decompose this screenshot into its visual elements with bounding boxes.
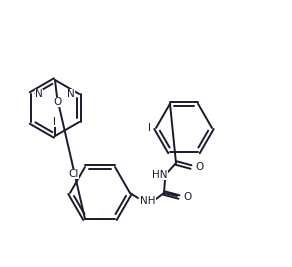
Text: NH: NH	[140, 196, 156, 206]
Text: N: N	[67, 89, 75, 99]
Text: O: O	[195, 162, 203, 172]
Text: O: O	[54, 97, 62, 107]
Text: Cl: Cl	[69, 169, 79, 179]
Text: I: I	[148, 123, 151, 133]
Text: I: I	[53, 117, 56, 127]
Text: HN: HN	[152, 170, 168, 180]
Text: N: N	[35, 89, 43, 99]
Text: O: O	[183, 192, 191, 202]
